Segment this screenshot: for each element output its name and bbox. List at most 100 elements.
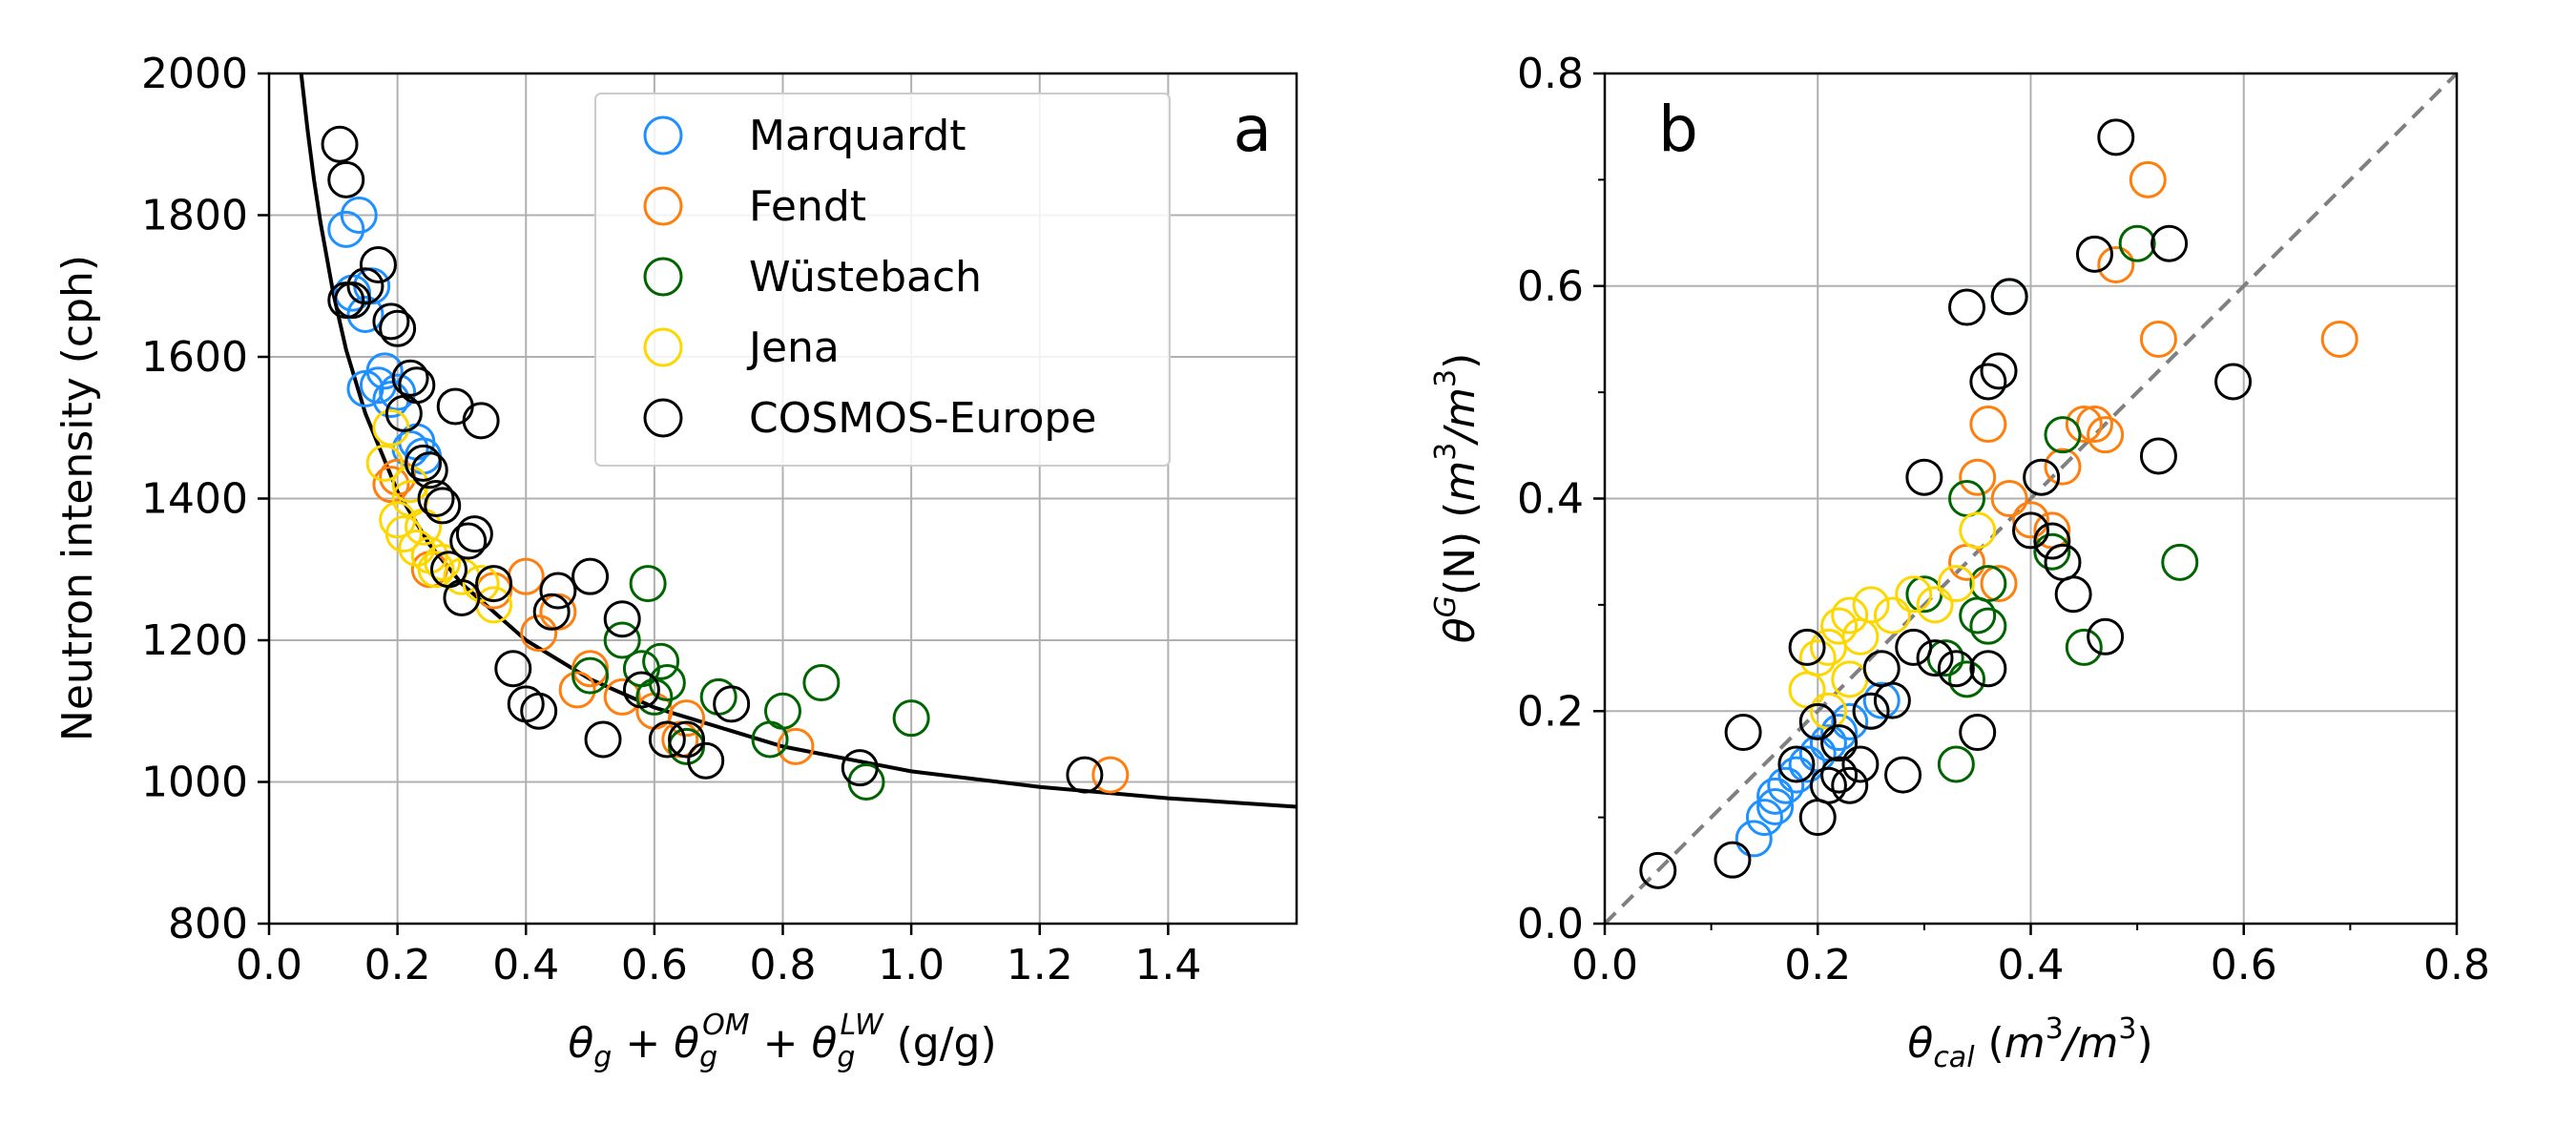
legend-entry-wustebach: Wüstebach bbox=[643, 253, 982, 302]
y-tick-label: 1400 bbox=[141, 475, 248, 524]
point-cosmos-europe bbox=[1937, 650, 1975, 688]
point-fendt bbox=[2065, 406, 2103, 444]
point-jena bbox=[372, 408, 410, 447]
point-marquardt bbox=[346, 369, 384, 407]
point-marquardt bbox=[1756, 787, 1795, 825]
point-marquardt bbox=[327, 210, 365, 248]
point-cosmos-europe bbox=[2139, 437, 2177, 475]
point-marquardt bbox=[1735, 820, 1773, 858]
legend-marker-cosmos-europe bbox=[643, 398, 683, 438]
point-cosmos-europe bbox=[384, 394, 423, 432]
point-fendt bbox=[1969, 406, 2007, 444]
y-tick-label: 0.0 bbox=[1517, 900, 1584, 948]
legend-entry-jena: Jena bbox=[643, 323, 840, 372]
panel-a-y-axis-label: Neutron intensity (cph) bbox=[53, 255, 102, 741]
point-fendt bbox=[1980, 565, 2018, 603]
point-cosmos-europe bbox=[1798, 702, 1837, 740]
point-cosmos-europe bbox=[1862, 650, 1901, 688]
point-wustebach bbox=[2161, 543, 2199, 581]
x-tick-label: 0.8 bbox=[2423, 941, 2490, 989]
one-to-one-line bbox=[1603, 72, 2459, 926]
point-fendt bbox=[1091, 756, 1130, 794]
point-cosmos-europe bbox=[2150, 224, 2189, 262]
point-cosmos-europe bbox=[327, 281, 365, 320]
point-cosmos-europe bbox=[443, 578, 481, 616]
point-wustebach bbox=[1948, 660, 1986, 698]
point-fendt bbox=[603, 677, 641, 716]
y-tick-label: 1000 bbox=[141, 759, 248, 807]
point-fendt bbox=[372, 466, 410, 504]
point-cosmos-europe bbox=[1820, 724, 1859, 762]
point-fendt bbox=[1948, 543, 1986, 581]
point-cosmos-europe bbox=[668, 720, 706, 759]
point-cosmos-europe bbox=[462, 402, 500, 440]
point-wustebach bbox=[603, 621, 641, 659]
legend-label-cosmos-europe: COSMOS-Europe bbox=[749, 394, 1096, 443]
svg-text:θG(N) (m3/m3): θG(N) (m3/m3) bbox=[1429, 353, 1485, 644]
point-cosmos-europe bbox=[475, 565, 513, 603]
point-cosmos-europe bbox=[359, 245, 397, 283]
point-cosmos-europe bbox=[2214, 363, 2253, 401]
point-wustebach bbox=[2065, 628, 2103, 666]
point-cosmos-europe bbox=[1841, 745, 1880, 783]
y-tick-label: 0.8 bbox=[1517, 50, 1584, 98]
series-marquardt bbox=[327, 197, 443, 475]
point-jena bbox=[1841, 617, 1880, 656]
point-cosmos-europe bbox=[449, 522, 488, 560]
point-fendt bbox=[2044, 448, 2082, 486]
legend-label-fendt: Fendt bbox=[749, 182, 866, 231]
point-cosmos-europe bbox=[346, 267, 384, 305]
point-marquardt bbox=[340, 197, 378, 234]
legend: Marquardt Fendt Wüstebach Jena COSMOS-Europe bbox=[594, 93, 1171, 467]
point-cosmos-europe bbox=[2087, 617, 2125, 656]
point-cosmos-europe bbox=[2012, 511, 2049, 550]
legend-marker-fendt bbox=[643, 186, 683, 226]
series-wustebach bbox=[1905, 224, 2199, 783]
y-tick-label: 0.6 bbox=[1517, 262, 1584, 311]
svg-text:θcal (m3/m3): θcal (m3/m3) bbox=[1907, 1012, 2152, 1074]
point-wustebach bbox=[1937, 745, 1975, 783]
point-wustebach bbox=[571, 656, 610, 695]
point-cosmos-europe bbox=[2054, 575, 2092, 614]
point-cosmos-europe bbox=[1948, 288, 1986, 326]
legend-entry-cosmos-europe: COSMOS-Europe bbox=[643, 394, 1096, 443]
svg-text:θg + θgOM + θgLW (g/g): θg + θgOM + θgLW (g/g) bbox=[568, 1009, 996, 1074]
point-cosmos-europe bbox=[321, 125, 359, 163]
point-marquardt bbox=[1767, 766, 1805, 804]
point-cosmos-europe bbox=[2097, 118, 2135, 156]
point-jena bbox=[1809, 628, 1847, 666]
point-fendt bbox=[777, 727, 815, 765]
point-fendt bbox=[2320, 320, 2358, 358]
point-cosmos-europe bbox=[391, 359, 429, 397]
legend-entry-fendt: Fendt bbox=[643, 182, 866, 231]
point-jena bbox=[1873, 596, 1911, 635]
point-jena bbox=[424, 543, 462, 581]
panel-a-data-points bbox=[321, 125, 1130, 801]
legend-marker-jena bbox=[643, 327, 683, 367]
point-cosmos-europe bbox=[1809, 766, 1847, 804]
point-cosmos-europe bbox=[648, 720, 686, 759]
point-marquardt bbox=[1745, 799, 1783, 837]
point-cosmos-europe bbox=[622, 671, 660, 709]
x-tick-label: 0.6 bbox=[2211, 941, 2277, 989]
panel-a-letter: a bbox=[1234, 93, 1272, 166]
point-cosmos-europe bbox=[1873, 681, 1911, 719]
series-jena bbox=[1788, 511, 1997, 730]
series-fendt bbox=[372, 458, 1130, 794]
point-cosmos-europe bbox=[1916, 639, 1954, 677]
panel-a-x-axis-label: θg + θgOM + θgLW (g/g) bbox=[568, 1009, 996, 1074]
x-tick-label: 0.8 bbox=[750, 941, 817, 989]
legend-label-jena: Jena bbox=[746, 323, 840, 372]
point-fendt bbox=[520, 614, 558, 653]
point-cosmos-europe bbox=[424, 487, 462, 525]
point-cosmos-europe bbox=[2075, 235, 2113, 273]
point-wustebach bbox=[892, 699, 930, 738]
point-cosmos-europe bbox=[1959, 714, 1997, 752]
point-fendt bbox=[1990, 480, 2028, 517]
point-marquardt bbox=[1820, 714, 1859, 752]
y-tick-label: 1200 bbox=[141, 616, 248, 665]
legend-marker-marquardt bbox=[643, 115, 683, 156]
point-wustebach bbox=[642, 642, 680, 680]
point-fendt bbox=[1959, 458, 1997, 496]
x-tick-label: 1.4 bbox=[1134, 941, 1201, 989]
